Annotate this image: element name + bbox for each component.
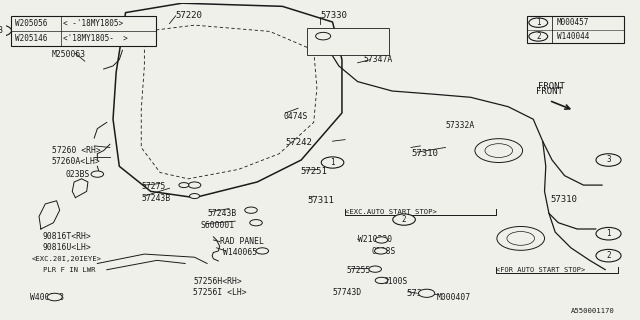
Text: 023BS: 023BS	[66, 170, 90, 179]
Circle shape	[179, 183, 189, 188]
Circle shape	[0, 25, 12, 36]
Circle shape	[321, 157, 344, 168]
Text: W140044: W140044	[557, 32, 589, 41]
Text: FRONT: FRONT	[536, 86, 563, 95]
Text: W205056: W205056	[15, 19, 47, 28]
Circle shape	[393, 214, 415, 225]
Circle shape	[529, 18, 548, 27]
Text: 2: 2	[536, 32, 541, 41]
Text: 1: 1	[330, 158, 335, 167]
Text: 57242: 57242	[285, 138, 312, 147]
Circle shape	[375, 277, 388, 284]
Bar	[12, 16, 156, 45]
Bar	[307, 28, 389, 55]
Text: RAD PANEL: RAD PANEL	[220, 237, 264, 246]
Text: 0474S: 0474S	[284, 112, 308, 121]
Text: 57347A: 57347A	[364, 55, 393, 64]
Circle shape	[189, 194, 200, 199]
Text: 1: 1	[606, 229, 611, 238]
Circle shape	[596, 249, 621, 262]
Text: W205146: W205146	[15, 34, 47, 43]
Text: 2: 2	[606, 251, 611, 260]
Circle shape	[419, 289, 435, 297]
Text: < -'18MY1805>: < -'18MY1805>	[63, 19, 123, 28]
Circle shape	[596, 154, 621, 166]
Text: 57243B: 57243B	[141, 194, 170, 203]
Text: 3: 3	[606, 156, 611, 164]
Text: 57310: 57310	[551, 195, 578, 204]
Text: M000457: M000457	[557, 18, 589, 27]
Text: W140065: W140065	[223, 248, 257, 257]
Text: S600001: S600001	[201, 221, 235, 230]
Circle shape	[596, 228, 621, 240]
Text: FRONT: FRONT	[538, 82, 565, 91]
Circle shape	[244, 207, 257, 213]
Circle shape	[47, 293, 62, 301]
Bar	[527, 16, 624, 43]
Text: M000407: M000407	[436, 293, 471, 302]
Text: 57311: 57311	[307, 196, 334, 205]
Text: 57332A: 57332A	[445, 121, 475, 130]
Text: 57220: 57220	[176, 11, 203, 20]
Circle shape	[316, 32, 331, 40]
Text: W210230: W210230	[358, 236, 392, 244]
Circle shape	[497, 227, 545, 250]
Text: W400023: W400023	[29, 293, 64, 302]
Circle shape	[256, 248, 269, 254]
Text: 3: 3	[0, 26, 3, 35]
Text: <EXC.AUTO START STOP>: <EXC.AUTO START STOP>	[345, 209, 437, 215]
Text: M250063: M250063	[52, 51, 86, 60]
Text: 57330: 57330	[320, 11, 347, 20]
Text: 57341: 57341	[406, 289, 433, 299]
Text: 0218S: 0218S	[348, 39, 372, 48]
Text: 57310: 57310	[411, 149, 438, 158]
Text: 57251: 57251	[300, 167, 327, 176]
Text: 57275: 57275	[141, 182, 166, 191]
Circle shape	[475, 139, 523, 163]
Circle shape	[374, 248, 387, 254]
Text: 90816U<LH>: 90816U<LH>	[43, 243, 92, 252]
Circle shape	[250, 220, 262, 226]
Text: A550001170: A550001170	[571, 308, 614, 314]
Circle shape	[188, 182, 201, 188]
Circle shape	[91, 171, 104, 177]
Circle shape	[375, 237, 388, 243]
Text: 57260A<LH>: 57260A<LH>	[52, 157, 100, 166]
Text: 57256I <LH>: 57256I <LH>	[193, 288, 247, 297]
Circle shape	[369, 266, 381, 272]
Text: 90816T<RH>: 90816T<RH>	[43, 232, 92, 241]
Text: 57743D: 57743D	[333, 288, 362, 297]
Circle shape	[529, 32, 548, 41]
Text: 0100S: 0100S	[384, 277, 408, 286]
Text: 57260 <RH>: 57260 <RH>	[52, 146, 100, 155]
Text: 57255: 57255	[347, 266, 371, 275]
Text: 2: 2	[402, 215, 406, 224]
Text: PLR F IN LWR: PLR F IN LWR	[43, 268, 95, 273]
Circle shape	[507, 231, 534, 245]
Text: <'18MY1805-  >: <'18MY1805- >	[63, 34, 127, 43]
Text: 1: 1	[536, 18, 541, 27]
Text: 57256H<RH>: 57256H<RH>	[193, 277, 242, 286]
Circle shape	[485, 144, 513, 157]
Text: <EXC.20I,20IEYE>: <EXC.20I,20IEYE>	[31, 256, 102, 262]
Text: 0238S: 0238S	[371, 247, 396, 256]
Text: 57243B: 57243B	[207, 209, 236, 218]
Text: <FOR AUTO START STOP>: <FOR AUTO START STOP>	[495, 268, 585, 273]
